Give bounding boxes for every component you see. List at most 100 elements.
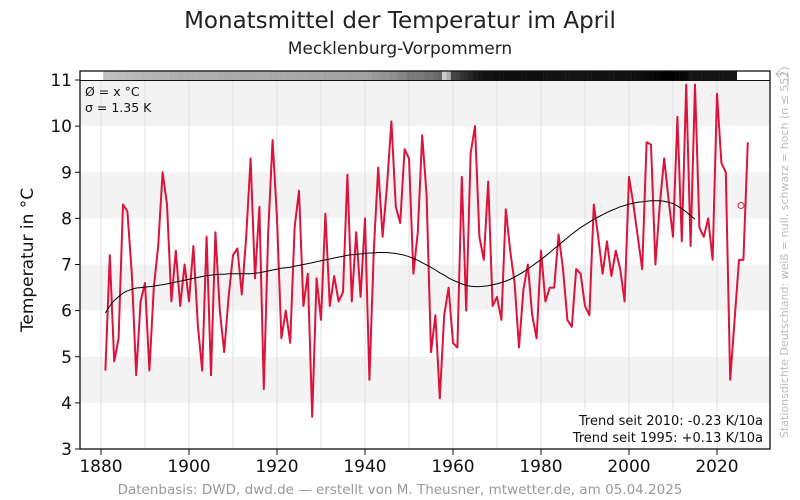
density-cell	[191, 71, 196, 81]
density-cell	[648, 71, 654, 81]
density-cell	[195, 71, 201, 81]
density-cell	[534, 71, 539, 81]
density-cell	[164, 71, 170, 81]
density-cell	[582, 71, 588, 81]
density-cell	[160, 71, 165, 81]
density-cell	[305, 71, 311, 81]
density-cell	[508, 71, 513, 81]
density-cell	[569, 71, 575, 81]
band	[80, 356, 770, 403]
density-cell	[547, 71, 553, 81]
density-cell	[604, 71, 610, 81]
density-cell	[129, 71, 135, 81]
density-cell	[644, 71, 649, 81]
density-cell	[332, 71, 337, 81]
station-density-bar	[103, 71, 737, 81]
density-cell	[472, 71, 478, 81]
density-cell	[679, 71, 685, 81]
density-cell	[591, 71, 597, 81]
y-tick-label: 11	[50, 71, 72, 91]
density-cell	[626, 71, 632, 81]
chart-subtitle: Mecklenburg-Vorpommern	[288, 39, 512, 59]
y-tick-label: 4	[61, 394, 72, 414]
y-tick-label: 5	[61, 348, 72, 368]
density-cell	[362, 71, 368, 81]
trend-since-2010: Trend seit 2010: -0.23 K/10a	[578, 414, 763, 429]
density-cell	[257, 71, 262, 81]
density-cell	[675, 71, 680, 81]
density-cell	[552, 71, 557, 81]
density-cell	[587, 71, 592, 81]
y-tick-label: 3	[61, 440, 72, 460]
density-cell	[138, 71, 143, 81]
density-cell	[494, 71, 500, 81]
density-cell	[596, 71, 601, 81]
arrow-icon	[775, 69, 789, 86]
density-cell	[578, 71, 583, 81]
density-cell	[301, 71, 306, 81]
density-cell	[279, 71, 284, 81]
y-tick-label: 8	[61, 209, 72, 229]
density-cell	[692, 71, 698, 81]
density-cell	[556, 71, 561, 81]
y-tick-label: 10	[50, 117, 72, 137]
density-cell	[349, 71, 355, 81]
density-cell	[208, 71, 214, 81]
density-cell	[666, 71, 671, 81]
y-tick-label: 7	[61, 256, 72, 276]
density-cell	[235, 71, 240, 81]
density-cell	[710, 71, 715, 81]
density-cell	[384, 71, 390, 81]
density-cell	[512, 71, 517, 81]
density-cell	[459, 71, 465, 81]
density-cell	[103, 71, 108, 81]
x-tick-label: 2000	[607, 457, 650, 477]
density-cell	[222, 71, 227, 81]
density-cell	[609, 71, 614, 81]
density-cell	[657, 71, 663, 81]
density-cell	[112, 71, 117, 81]
density-cell	[732, 71, 737, 81]
density-cell	[653, 71, 658, 81]
side-note: Stationsdichte Deutschland: weiß = null,…	[778, 66, 791, 438]
density-cell	[288, 71, 293, 81]
density-cell	[701, 71, 707, 81]
density-cell	[622, 71, 627, 81]
density-cell	[116, 71, 121, 81]
y-tick-label: 9	[61, 163, 72, 183]
density-cell	[406, 71, 412, 81]
density-cell	[178, 71, 183, 81]
density-cell	[714, 71, 720, 81]
density-cell	[151, 71, 157, 81]
density-cell	[516, 71, 522, 81]
density-cell	[318, 71, 324, 81]
density-cell	[499, 71, 504, 81]
band	[80, 80, 770, 127]
density-cell	[560, 71, 566, 81]
density-cell	[230, 71, 236, 81]
density-cell	[217, 71, 223, 81]
x-tick-label: 1980	[519, 457, 562, 477]
density-cell	[684, 71, 689, 81]
density-cell	[706, 71, 711, 81]
series-line-monthly	[104, 83, 749, 418]
density-cell	[327, 71, 333, 81]
density-cell	[631, 71, 636, 81]
density-cell	[182, 71, 187, 81]
density-cell	[244, 71, 249, 81]
plot-frame	[79, 70, 771, 450]
density-cell	[336, 71, 341, 81]
density-cell	[433, 71, 438, 81]
series-line-smoothed	[104, 200, 696, 314]
density-cell	[688, 71, 693, 81]
density-cell	[393, 71, 399, 81]
density-cell	[314, 71, 319, 81]
density-cell	[719, 71, 724, 81]
density-cell	[310, 71, 315, 81]
background-bands	[80, 80, 770, 403]
density-cell	[481, 71, 487, 81]
density-cell	[283, 71, 289, 81]
density-cell	[486, 71, 491, 81]
density-cell	[169, 71, 174, 81]
